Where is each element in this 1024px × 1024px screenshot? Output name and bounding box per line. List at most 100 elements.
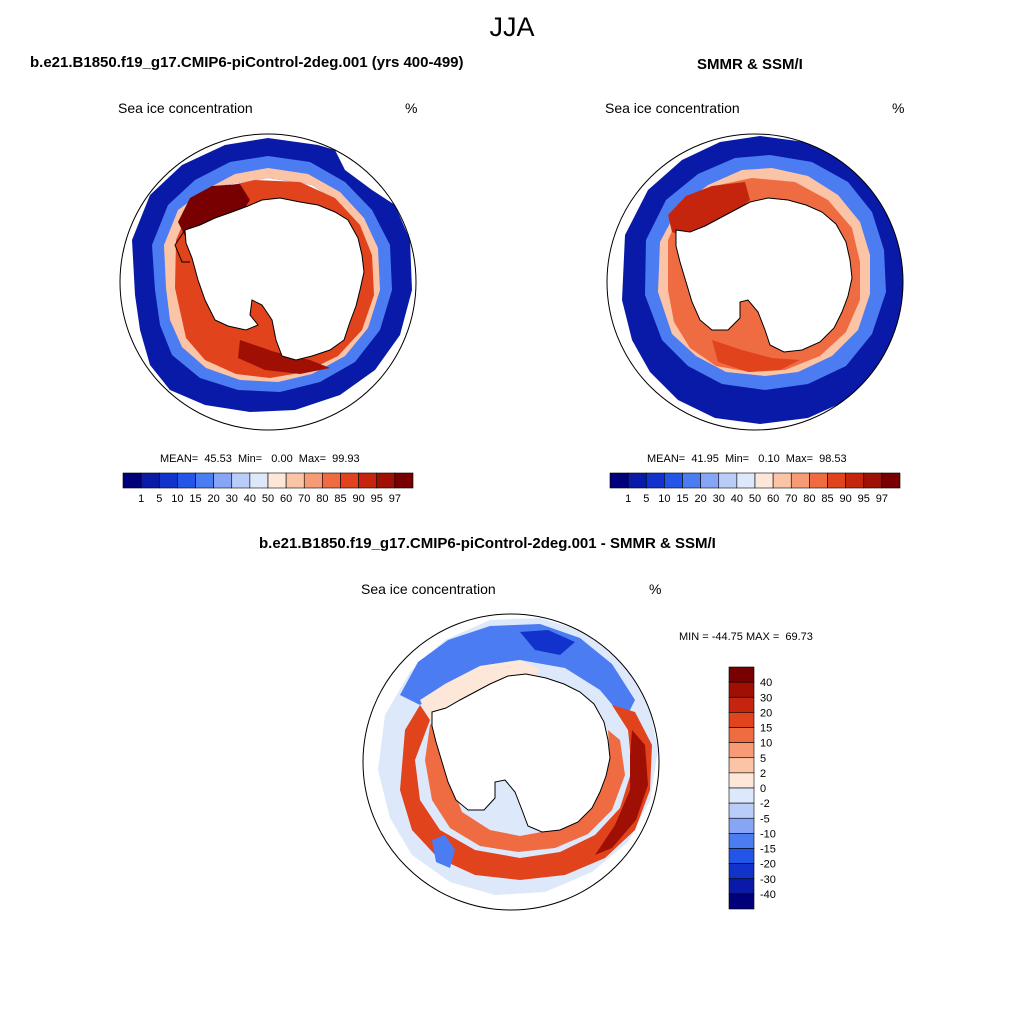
colorbar-model-swatch [213,472,233,489]
ice-max-ross-1 [238,340,330,374]
colorbar-difference-tick-label: 15 [760,723,772,735]
colorbar-model-swatch [195,472,214,489]
colorbar-model-swatch [285,472,305,489]
colorbar-obs-tick-label: 10 [658,493,670,505]
colorbar-model-tick-label: 1 [138,493,144,505]
ice-high-weddell-2 [668,182,750,238]
colorbar-difference-tick-label: -40 [760,889,776,901]
colorbar-model-tick-label: 15 [189,493,201,505]
colorbar-difference-tick-label: 2 [760,768,766,780]
colorbar-obs-swatch [809,472,828,489]
panel-2-title: SMMR & SSM/I [697,56,803,73]
colorbar-difference-tick-label: -2 [760,798,770,810]
colorbar-difference-swatch [728,712,755,728]
colorbar-model-swatch [303,472,323,489]
panel-3-title: b.e21.B1850.f19_g17.CMIP6-piControl-2deg… [259,535,716,552]
colorbar-model-tick-label: 90 [353,493,365,505]
diff-darkred-east [595,730,648,855]
colorbar-model-swatch [177,472,196,489]
ice-ring-outer-1 [132,138,412,412]
colorbar-difference-tick-label: 5 [760,753,766,765]
colorbar-model-swatch [122,472,142,489]
colorbar-model-tick-label: 85 [334,493,346,505]
colorbar-model-swatch [394,472,414,489]
colorbar-model-swatch [267,472,287,489]
colorbar-obs-swatch [863,472,883,489]
colorbar-model-tick-label: 10 [171,493,183,505]
colorbar-obs-tick-label: 80 [803,493,815,505]
colorbar-obs-swatch [790,472,810,489]
panel-3-variable-label: Sea ice concentration [361,581,496,597]
ice-core-1 [175,180,374,378]
colorbar-difference-swatch [728,757,755,774]
colorbar-obs-tick-label: 60 [767,493,779,505]
colorbar-obs-swatch [718,472,738,489]
map-3-boundary [362,613,660,911]
colorbar-obs-swatch [754,472,774,489]
antarctica-1 [184,197,365,361]
colorbar-obs-swatch [645,472,665,489]
colorbar-difference-swatch [728,878,755,895]
figure-title: JJA [489,12,535,42]
colorbar-model-swatch [158,472,178,489]
colorbar-model-tick-label: 60 [280,493,292,505]
diff-orange-inner [425,712,625,852]
colorbar-difference-swatch [728,802,755,819]
panel-1-title: b.e21.B1850.f19_g17.CMIP6-piControl-2deg… [30,54,464,71]
diff-blue-arc [400,624,635,720]
colorbar-obs-tick-label: 5 [643,493,649,505]
ice-high-ross-2 [712,340,800,372]
colorbar-obs-tick-label: 15 [676,493,688,505]
colorbar-model-tick-label: 70 [298,493,310,505]
panel-1-units: % [405,100,418,116]
panel-3-units: % [649,581,662,597]
colorbar-obs-swatch [827,472,846,489]
colorbar-obs-swatch [700,472,720,489]
colorbar-model-swatch [358,472,378,489]
colorbar-model-tick-label: 50 [262,493,274,505]
diff-dark-blue-patch [520,630,575,655]
colorbar-model-swatch [231,472,251,489]
colorbar-model-tick-label: 95 [371,493,383,505]
panel-3-stats: MIN = -44.75 MAX = 69.73 [679,631,813,643]
colorbar-difference-swatch [728,696,755,713]
colorbar-difference-swatch [728,787,755,804]
colorbar-obs-tick-label: 50 [749,493,761,505]
colorbar-obs-tick-label: 97 [876,493,888,505]
ice-ring-pale-1 [164,168,380,382]
colorbar-model-swatch [140,472,160,489]
antarctica-3 [431,673,611,833]
colorbar-model-tick-label: 20 [208,493,220,505]
colorbar-obs-tick-label: 1 [625,493,631,505]
ice-ring-blue-2 [645,155,886,390]
weddell-ice-edge-1 [174,229,190,263]
panel-1-variable-label: Sea ice concentration [118,100,253,116]
colorbar-obs-swatch [609,472,629,489]
colorbar-obs-tick-label: 40 [731,493,743,505]
diff-pale-blue-ring [378,618,658,895]
diff-red-ring [400,705,652,880]
colorbar-model-swatch [376,472,396,489]
colorbar-obs-swatch [664,472,683,489]
colorbar-obs-tick-label: 90 [840,493,852,505]
map-2-boundary [606,133,904,431]
panel-1-stats: MEAN= 45.53 Min= 0.00 Max= 99.93 [160,453,360,465]
colorbar-difference-swatch [728,893,755,910]
ice-ring-outer-2 [622,136,903,424]
panel-2-units: % [892,100,905,116]
colorbar-difference-tick-label: -10 [760,828,776,840]
colorbar-difference-swatch [728,772,755,789]
colorbar-model-swatch [340,472,359,489]
colorbar-difference-tick-label: 30 [760,692,772,704]
colorbar-obs-swatch [682,472,701,489]
colorbar-obs-tick-label: 20 [695,493,707,505]
colorbar-obs-swatch [881,472,901,489]
colorbar-model-tick-label: 80 [316,493,328,505]
colorbar-obs-tick-label: 95 [858,493,870,505]
colorbar-obs-swatch [772,472,792,489]
colorbar-model-swatch [249,472,269,489]
